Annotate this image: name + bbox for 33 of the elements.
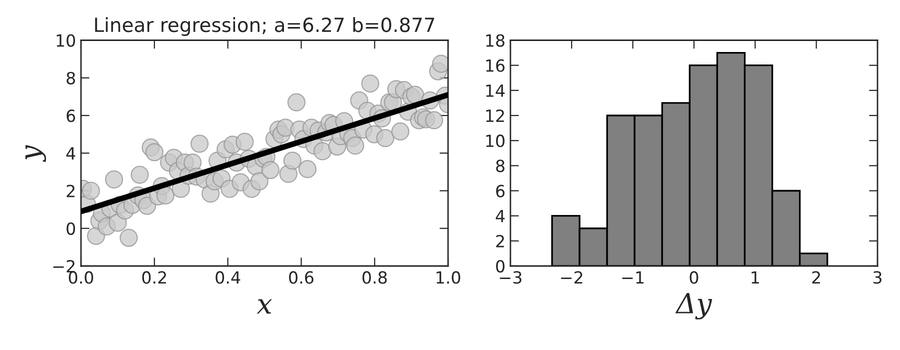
x-axis-title: Δy bbox=[675, 293, 712, 320]
y-tick-label: 12 bbox=[486, 109, 504, 122]
y-tick-label: 8 bbox=[66, 72, 75, 84]
y-tick-label: 18 bbox=[486, 34, 504, 47]
x-tick-label: 0.6 bbox=[289, 271, 314, 284]
y-tick-label: 10 bbox=[486, 134, 504, 148]
x-tick-label: 0 bbox=[690, 271, 698, 284]
x-axis-title: x bbox=[256, 299, 272, 314]
y-axis-title: y bbox=[25, 144, 46, 162]
y-tick-label: 4 bbox=[496, 210, 505, 222]
y-tick-label: 16 bbox=[486, 59, 505, 72]
chart-title: Linear regression; a=6.27 b=0.877 bbox=[95, 17, 434, 36]
x-tick-label: 2 bbox=[812, 271, 820, 284]
y-tick-label: 6 bbox=[66, 109, 76, 122]
y-tick-label: 8 bbox=[496, 160, 504, 172]
x-tick-label: 1 bbox=[752, 271, 759, 284]
x-tick-label: 0.0 bbox=[68, 271, 94, 284]
y-tick-label: 0 bbox=[496, 260, 504, 273]
x-tick-label: −2 bbox=[561, 271, 582, 284]
x-tick-label: 1.0 bbox=[436, 271, 460, 284]
x-tick-label: 0.4 bbox=[216, 271, 240, 284]
x-tick-label: −1 bbox=[622, 271, 644, 284]
x-tick-label: 3 bbox=[873, 271, 882, 284]
y-tick-label: 6 bbox=[496, 184, 505, 198]
y-tick-label: 14 bbox=[486, 84, 505, 97]
y-tick-label: 2 bbox=[66, 184, 74, 198]
x-tick-label: 0.2 bbox=[142, 271, 166, 284]
y-tick-label: 4 bbox=[66, 147, 76, 160]
y-tick-label: 10 bbox=[56, 34, 76, 47]
y-tick-label: 2 bbox=[496, 234, 504, 248]
y-tick-label: 0 bbox=[66, 222, 76, 235]
x-tick-label: 0.8 bbox=[362, 271, 387, 284]
x-tick-label: −3 bbox=[500, 271, 522, 284]
